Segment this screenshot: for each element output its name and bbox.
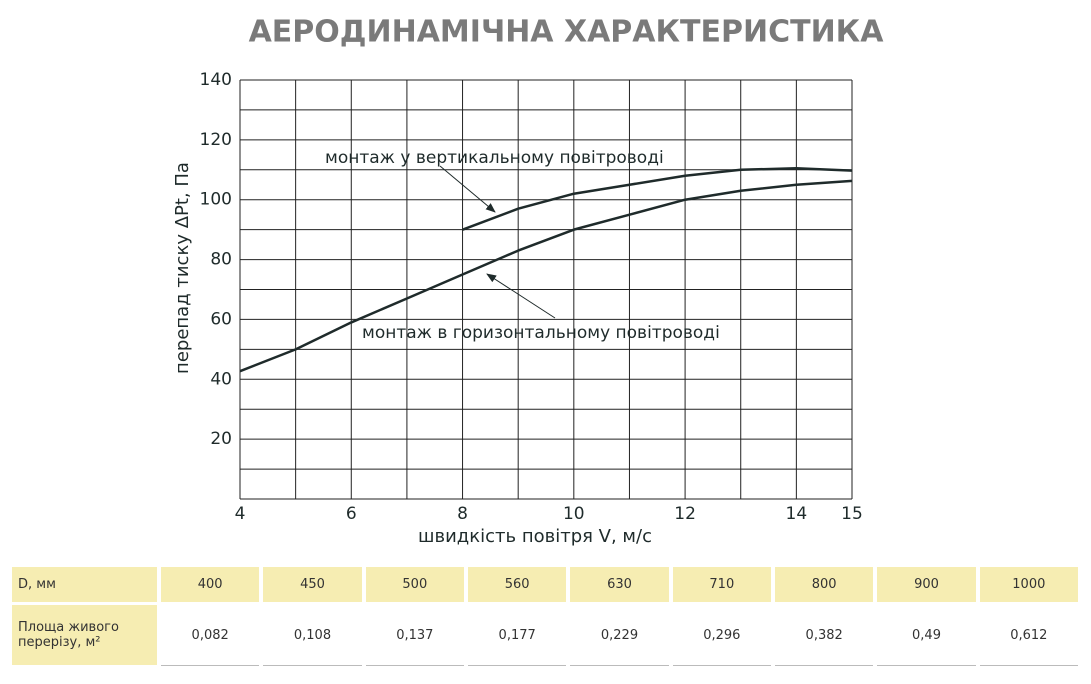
x-tick-label: 4 — [235, 504, 246, 524]
data-line — [462, 167, 853, 231]
table-cell: 0,229 — [570, 605, 669, 666]
x-tick-label: 10 — [563, 504, 585, 524]
table-cell: 630 — [570, 567, 669, 602]
table-cell: 400 — [161, 567, 260, 602]
chart-title: АЕРОДИНАМІЧНА ХАРАКТЕРИСТИКА — [249, 15, 885, 50]
data-line — [239, 179, 853, 373]
y-axis-label: перепад тиску ΔPt, Па — [172, 162, 193, 374]
y-tick-label: 140 — [200, 70, 232, 90]
table-cell: 1000 — [979, 567, 1078, 602]
table-cell: 450 — [263, 567, 362, 602]
table-cell: 0,296 — [672, 605, 771, 666]
x-tick-label: 15 — [841, 504, 863, 524]
table-cell: 500 — [365, 567, 464, 602]
table-cell: Площа живого перерізу, м² — [12, 605, 157, 665]
y-tick-label: 100 — [200, 190, 232, 210]
series-annotation: монтаж в горизонтальному повітроводі — [362, 323, 720, 343]
table-cell: 900 — [877, 567, 976, 602]
table-cell: 800 — [775, 567, 874, 602]
table-cell: 0,108 — [263, 605, 362, 666]
table-cell: 0,612 — [979, 605, 1078, 666]
table-cell: 0,177 — [468, 605, 567, 666]
chart: 140 120 100 80 60 40 20 15 14 12 10 8 6 4 АЕРОДИНАМІЧН… — [172, 15, 885, 548]
y-tick-label: 40 — [210, 369, 232, 389]
x-tick-label: 8 — [457, 504, 468, 524]
x-tick-label: 14 — [786, 504, 808, 524]
series-annotation: монтаж у вертикальному повітроводі — [325, 148, 664, 168]
annotation-arrow — [439, 165, 496, 213]
y-tick-label: 20 — [210, 429, 232, 449]
x-tick-label: 12 — [674, 504, 696, 524]
y-tick-label: 60 — [210, 309, 232, 329]
table-cell: 710 — [672, 567, 771, 602]
table-cell: D, мм — [12, 567, 157, 602]
table-cell: 560 — [468, 567, 567, 602]
x-axis-label: швидкість повітря V, м/с — [418, 526, 652, 547]
y-tick-label: 80 — [210, 250, 232, 270]
table-cell: 0,082 — [161, 605, 260, 666]
annotation-arrow — [486, 273, 556, 319]
table-cell: 0,49 — [877, 605, 976, 666]
table-cell: 0,382 — [775, 605, 874, 666]
y-tick-label: 120 — [200, 130, 232, 150]
x-tick-label: 6 — [346, 504, 357, 524]
table-cell: 0,137 — [365, 605, 464, 666]
data-table: D, мм 400 450 500 560 630 710 800 900 1000 Площа ж… — [12, 567, 1078, 666]
